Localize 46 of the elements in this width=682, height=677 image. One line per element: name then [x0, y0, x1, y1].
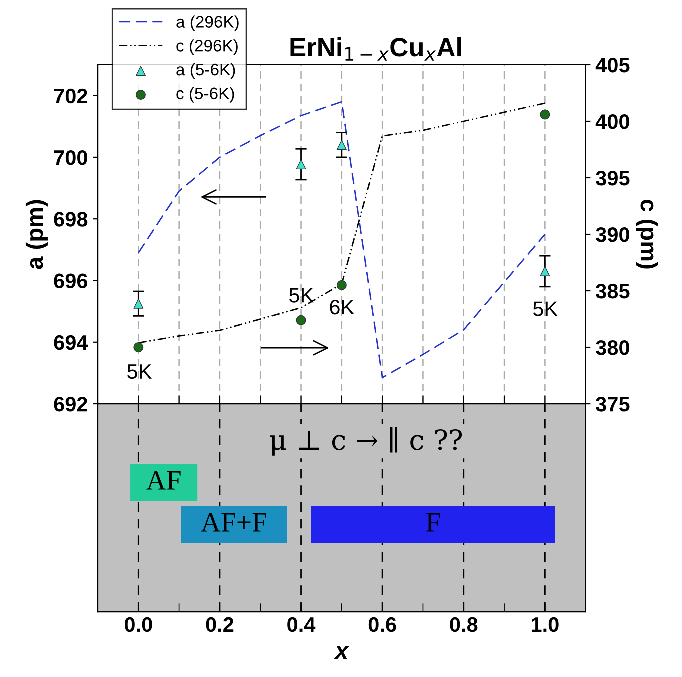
y2-tick-label: 390 — [596, 228, 630, 242]
point — [540, 266, 550, 277]
y2-tick-label: 380 — [596, 340, 630, 356]
x-tick-label: 0.4 — [288, 617, 316, 632]
chart-title: ErNi$_{1−x}$Cu$_{x}$Al — [290, 37, 462, 61]
y2-tick-label: 405 — [596, 58, 630, 73]
y-tick-label: 700 — [54, 150, 88, 166]
legend-label: c (5-6K) — [176, 87, 234, 103]
legend-label: a (296K) — [176, 16, 239, 32]
x-tick-label: 1.0 — [532, 617, 559, 632]
y2-tick-label: 375 — [596, 397, 630, 412]
legend-label: a (5-6K) — [176, 63, 236, 79]
point — [540, 110, 550, 120]
legend-label: c (296K) — [176, 40, 238, 56]
data-label: AF+F — [201, 513, 266, 532]
y-axis-title: a (pm) — [26, 200, 48, 270]
point — [134, 298, 144, 309]
x-tick-label: 0.0 — [125, 617, 152, 632]
bar — [181, 506, 288, 544]
x-tick-label: 0.8 — [450, 617, 478, 632]
y-tick-label: 692 — [54, 397, 88, 412]
point — [134, 342, 144, 353]
annotation: 5K — [533, 302, 558, 316]
annotation: 5K — [290, 288, 314, 303]
y-tick-label: 698 — [54, 212, 88, 227]
point — [296, 160, 306, 170]
y2-axis-title: c (pm) — [636, 200, 658, 269]
point — [296, 315, 306, 326]
bar — [130, 464, 198, 502]
y-tick-label: 702 — [54, 88, 88, 104]
bar — [311, 506, 556, 544]
data-label: F — [426, 514, 440, 532]
annotation: 5K — [128, 364, 152, 380]
y-tick-label: 694 — [54, 335, 88, 350]
x-axis-title: x — [334, 646, 350, 659]
x-tick-label: 0.6 — [368, 617, 396, 632]
y2-tick-label: 385 — [596, 284, 630, 299]
y2-tick-label: 395 — [596, 171, 630, 186]
data-label: AF — [146, 471, 181, 490]
y2-tick-label: 400 — [596, 114, 630, 130]
point — [336, 140, 347, 150]
point — [336, 280, 347, 290]
annotation: μ ⊥ c → ∥ c ?? — [270, 427, 462, 456]
annotation: 6K — [330, 300, 354, 315]
y-tick-label: 696 — [54, 274, 88, 288]
x-tick-label: 0.2 — [206, 617, 234, 632]
